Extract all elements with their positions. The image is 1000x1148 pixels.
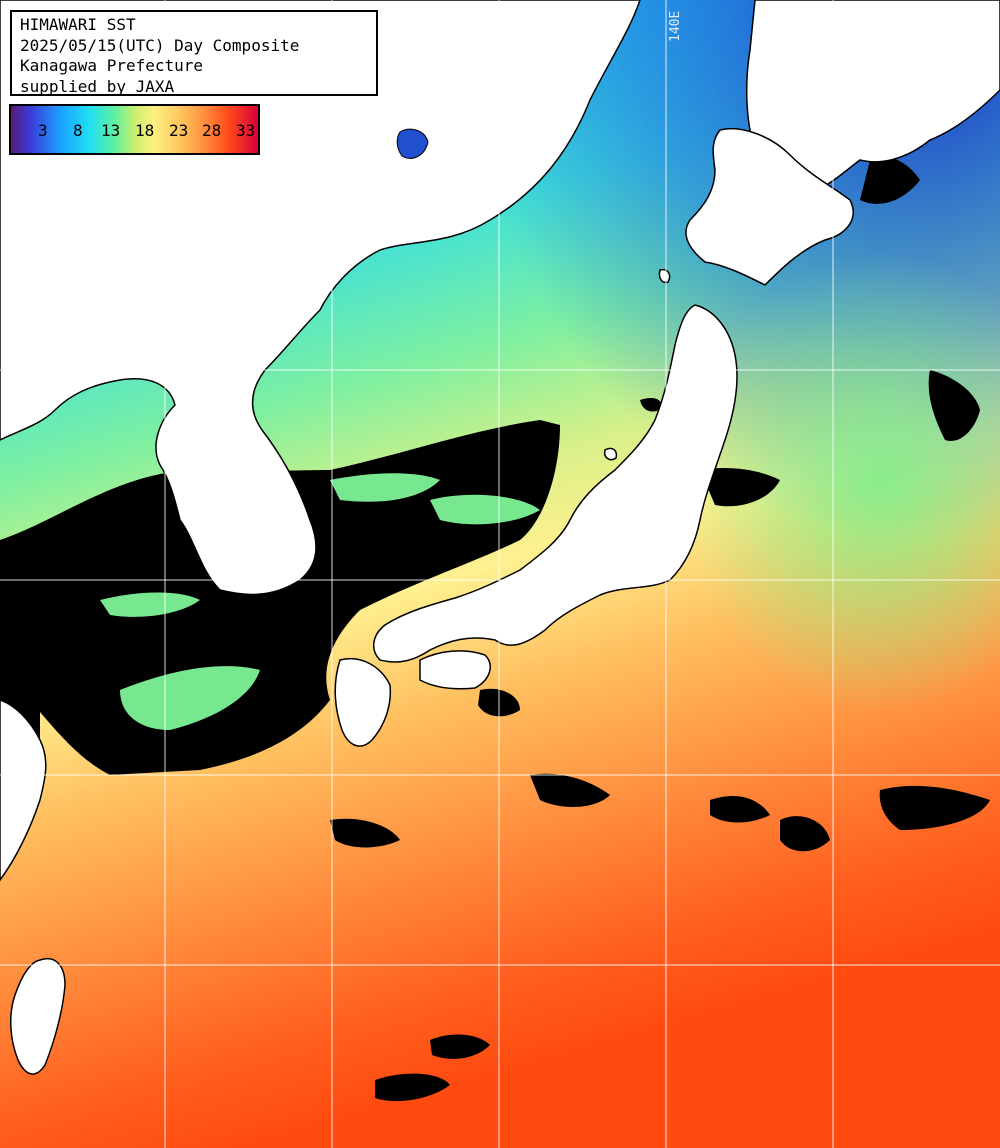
china-coast (0, 699, 47, 882)
lake (396, 128, 429, 159)
title-line-3: Kanagawa Prefecture (20, 56, 204, 75)
legend-tick-13: 13 (101, 121, 121, 140)
title-line-1: HIMAWARI SST (20, 15, 136, 34)
taiwan (9, 958, 66, 1075)
clear-patch-2 (330, 473, 440, 502)
legend-tick-8: 8 (73, 121, 83, 140)
kyushu (334, 658, 392, 747)
cloud-mask-east (928, 370, 980, 441)
legend-tick-33: 33 (236, 121, 256, 140)
cloud-patch-2 (780, 816, 830, 852)
sado-island (603, 447, 618, 461)
legend-tick-3: 3 (38, 121, 48, 140)
cloud-mask-kuril (860, 156, 920, 204)
legend-tick-23: 23 (169, 121, 189, 140)
title-box: HIMAWARI SST 2025/05/15(UTC) Day Composi… (10, 10, 378, 96)
grid-label-40n: 40N (14, 354, 38, 369)
hokkaido (685, 128, 854, 286)
clear-patch-1 (120, 666, 260, 730)
cloud-patch-9 (640, 398, 662, 412)
cloud-patch-8 (375, 1073, 450, 1102)
cloud-patch-3 (879, 785, 990, 830)
legend-tick-18: 18 (135, 121, 155, 140)
clear-sea-patches (100, 473, 540, 730)
color-scale-legend: 3 8 13 18 23 28 33 (9, 104, 260, 155)
rebun-island (658, 268, 671, 284)
cloud-patch-4 (530, 773, 610, 807)
cloud-patch-1 (710, 795, 770, 823)
clear-patch-3 (100, 592, 200, 617)
honshu (373, 304, 738, 663)
shikoku (419, 650, 491, 690)
cloud-patch-5 (330, 818, 400, 848)
grid-label-140e: 140E (668, 10, 683, 42)
title-line-4: supplied by JAXA (20, 76, 175, 96)
clear-patch-4 (430, 494, 540, 525)
title-line-2: 2025/05/15(UTC) Day Composite (20, 35, 300, 55)
legend-tick-28: 28 (202, 121, 222, 140)
cloud-patch-7 (430, 1034, 490, 1059)
grid-label-30n: 30N (14, 760, 38, 775)
cloud-mask-sanriku (700, 468, 780, 507)
